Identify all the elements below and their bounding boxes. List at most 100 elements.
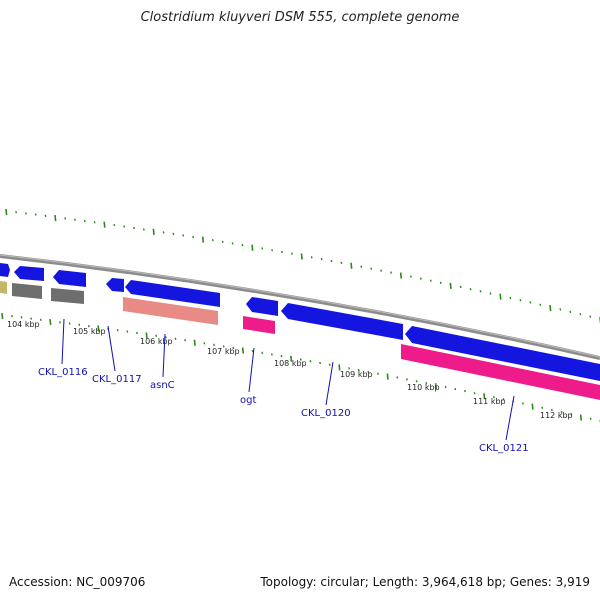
gene-feature[interactable] [51, 288, 84, 304]
cds-feature[interactable] [14, 266, 44, 281]
olive-feature[interactable] [0, 281, 7, 294]
tick-mark [357, 368, 360, 372]
tick-mark [300, 253, 303, 260]
tick-mark [155, 334, 158, 338]
tick-mark [444, 385, 447, 389]
gene-label-ckl-0117[interactable]: CKL_0117 [92, 374, 142, 385]
kbp-label: 104 kbp [7, 320, 40, 329]
tick-mark [569, 310, 572, 313]
tick-mark [221, 240, 224, 243]
cds-feature[interactable] [246, 297, 278, 316]
tick-mark [116, 329, 119, 332]
tick-mark [44, 214, 47, 218]
tick-mark [589, 417, 592, 420]
tick-mark [145, 332, 148, 339]
tick-mark [49, 318, 52, 326]
cds-feature[interactable] [0, 263, 10, 277]
tick-mark [396, 376, 399, 379]
tick-mark [152, 228, 155, 235]
tick-mark [213, 343, 216, 347]
tick-mark [519, 299, 522, 302]
tick-mark [348, 367, 351, 370]
tick-mark [463, 389, 466, 393]
tick-mark [479, 290, 482, 293]
tick-mark [560, 410, 563, 414]
tick-mark [193, 339, 196, 346]
genome-backbone [0, 254, 600, 360]
gene-leader-lines [61, 318, 515, 441]
tick-mark [142, 228, 145, 231]
tick-mark [419, 277, 422, 280]
kbp-label: 109 kbp [340, 370, 373, 379]
tick-mark [97, 325, 100, 332]
tick-mark [201, 236, 205, 243]
tick-mark [319, 361, 322, 365]
tick-mark [299, 358, 302, 361]
tick-mark [338, 364, 341, 371]
gene-feature[interactable] [12, 283, 42, 299]
gene-label-ogt[interactable]: ogt [240, 395, 256, 406]
cds-feature[interactable] [125, 280, 220, 307]
tick-mark [469, 287, 472, 291]
tick-mark [492, 396, 495, 399]
tick-mark [241, 243, 244, 247]
gene-label-ckl-0120[interactable]: CKL_0120 [301, 408, 351, 419]
tick-mark [83, 219, 86, 223]
tick-mark [360, 265, 363, 268]
tick-mark [459, 285, 462, 289]
inner-tick-track [1, 312, 600, 423]
tick-mark [184, 339, 187, 342]
rrna-feature[interactable] [123, 297, 218, 325]
tick-mark [203, 342, 206, 345]
gene-label-ckl-0116[interactable]: CKL_0116 [38, 367, 88, 378]
tick-mark [386, 373, 389, 380]
tick-mark [559, 308, 562, 311]
cds-feature[interactable] [53, 270, 86, 287]
gene-features [0, 281, 600, 400]
kbp-label: 106 kbp [140, 337, 173, 346]
tick-mark [1, 312, 4, 320]
tick-mark [589, 315, 592, 318]
tick-mark [409, 275, 412, 278]
pink-feature[interactable] [401, 344, 600, 400]
tick-mark [521, 402, 524, 405]
tick-mark [78, 323, 81, 327]
tick-mark [103, 221, 106, 228]
tick-mark [113, 223, 116, 227]
tick-mark [425, 382, 428, 385]
kbp-label: 105 kbp [73, 327, 106, 336]
tick-mark [350, 262, 353, 269]
tick-mark [39, 318, 42, 321]
cds-feature[interactable] [281, 303, 403, 340]
tick-mark [290, 252, 293, 255]
tick-mark [502, 398, 505, 401]
tick-mark [20, 316, 23, 319]
tick-mark [570, 413, 573, 416]
tick-mark [499, 293, 502, 300]
tick-mark [429, 279, 432, 282]
tick-mark [449, 282, 452, 289]
gene-label-ckl-0121[interactable]: CKL_0121 [479, 443, 529, 454]
gene-label-asnc[interactable]: asnC [150, 380, 175, 391]
tick-mark [10, 314, 13, 318]
tick-mark [539, 303, 542, 306]
pink-feature[interactable] [243, 316, 275, 334]
genome-backbone-highlight [0, 254, 600, 358]
cds-feature[interactable] [405, 326, 600, 381]
tick-mark [405, 378, 408, 381]
tick-mark [454, 387, 457, 391]
cds-feature[interactable] [106, 278, 124, 292]
tick-mark [330, 259, 333, 263]
tick-mark [164, 336, 167, 339]
tick-mark [579, 414, 583, 421]
accession-text: Accession: NC_009706 [9, 575, 146, 589]
tick-mark [136, 331, 138, 335]
tick-mark [68, 322, 71, 325]
kbp-label: 111 kbp [473, 397, 506, 406]
tick-mark [531, 403, 534, 410]
tick-mark [133, 226, 135, 230]
kbp-label: 110 kbp [407, 383, 440, 392]
tick-mark [251, 244, 254, 251]
tick-mark [328, 363, 331, 366]
tick-mark [24, 212, 27, 215]
